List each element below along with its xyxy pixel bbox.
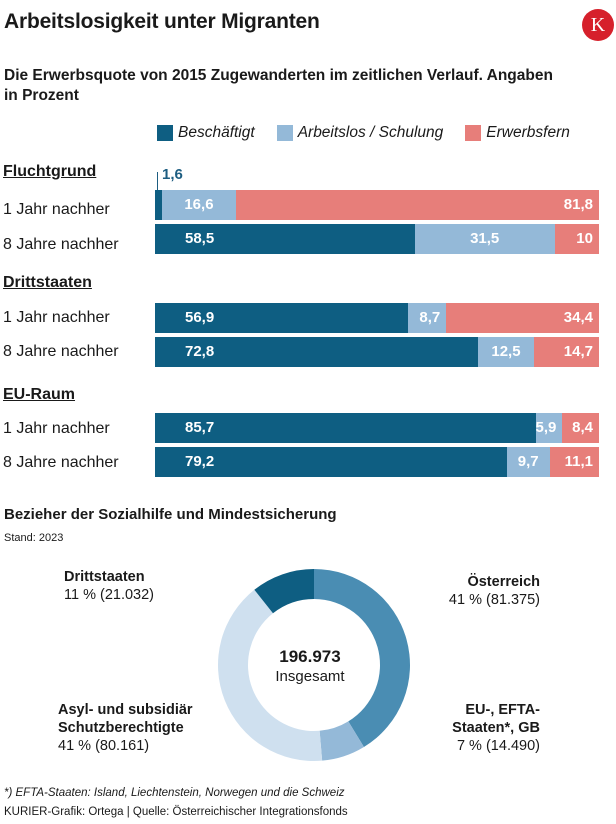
group-heading-drittstaaten: Drittstaaten xyxy=(3,274,92,291)
donut-slice-österreich xyxy=(314,569,410,747)
label-eu-value: 7 % (14.490) xyxy=(456,738,540,754)
bar-value-label: 16,6 xyxy=(184,196,214,213)
bar-eu-raum-1-jahr: 85,7 5,9 8,4 xyxy=(155,413,599,443)
bar-segment-inactive: 34,4 xyxy=(446,303,599,333)
bar-segment-employed: 56,9 xyxy=(155,303,408,333)
bar-segment-unemployed: 5,9 xyxy=(535,413,562,443)
donut-title: Bezieher der Sozialhilfe und Mindestsich… xyxy=(4,506,337,523)
row-label: 1 Jahr nachher xyxy=(3,420,110,437)
callout-line xyxy=(157,172,158,190)
legend-swatch-unemployed xyxy=(276,125,293,141)
bar-segment-employed: 58,5 xyxy=(155,224,415,254)
label-oesterreich-name: Österreich xyxy=(467,574,540,590)
label-eu-efta: EU-, EFTA- Staaten*, GB 7 % (14.490) xyxy=(400,701,540,755)
bar-segment-employed xyxy=(155,190,163,220)
group-heading-fluchtgrund: Fluchtgrund xyxy=(3,163,97,180)
bar-value-label: 31,5 xyxy=(470,230,500,247)
bar-segment-unemployed: 12,5 xyxy=(478,337,534,367)
bar-value-label: 11,1 xyxy=(564,453,593,470)
legend-label-employed: Beschäftigt xyxy=(178,124,255,141)
bar-value-label: 72,8 xyxy=(185,343,215,360)
donut-slices xyxy=(218,569,410,761)
bar-segment-inactive: 11,1 xyxy=(549,447,599,477)
donut-slice-eu-efta-staaten-gb xyxy=(319,721,364,761)
bar-segment-inactive: 10 xyxy=(554,224,599,254)
bar-drittstaaten-8-jahre: 72,8 12,5 14,7 xyxy=(155,337,599,367)
bar-segment-inactive: 81,8 xyxy=(235,190,599,220)
bar-segment-employed: 79,2 xyxy=(155,447,507,477)
legend: Beschäftigt Arbeitslos / Schulung Erwerb… xyxy=(157,124,592,142)
bar-segment-unemployed: 16,6 xyxy=(162,190,236,220)
legend-swatch-employed xyxy=(157,125,173,141)
chart-subtitle: Die Erwerbsquote von 2015 Zugewanderten … xyxy=(4,67,553,104)
bar-value-label: 81,8 xyxy=(563,196,593,213)
label-asyl-name-1: Asyl- und subsidiär xyxy=(58,702,193,718)
row-label: 8 Jahre nachher xyxy=(3,454,119,471)
legend-label-unemployed: Arbeitslos / Schulung xyxy=(297,124,444,141)
donut-chart xyxy=(218,569,410,761)
callout-value-1-6: 1,6 xyxy=(162,166,183,183)
row-label: 8 Jahre nachher xyxy=(3,343,119,360)
bar-value-label: 58,5 xyxy=(185,230,215,247)
bar-fluchtgrund-1-jahr: 16,6 81,8 xyxy=(155,190,599,220)
donut-note: Stand: 2023 xyxy=(4,532,64,544)
chart-title: Arbeitslosigkeit unter Migranten xyxy=(4,10,320,33)
bar-fluchtgrund-8-jahre: 58,5 31,5 10 xyxy=(155,224,599,254)
bar-segment-employed: 85,7 xyxy=(155,413,536,443)
source-line: KURIER-Grafik: Ortega | Quelle: Österrei… xyxy=(4,806,348,818)
bar-value-label: 79,2 xyxy=(185,453,215,470)
bar-value-label: 12,5 xyxy=(491,343,521,360)
bar-segment-unemployed: 9,7 xyxy=(506,447,550,477)
footnote: *) EFTA-Staaten: Island, Liechtenstein, … xyxy=(4,787,345,799)
donut-slice-drittstaaten xyxy=(254,569,314,614)
bar-segment-inactive: 8,4 xyxy=(561,413,599,443)
bar-drittstaaten-1-jahr: 56,9 8,7 34,4 xyxy=(155,303,599,333)
bar-value-label: 34,4 xyxy=(563,309,593,326)
label-drittstaaten: Drittstaaten 11 % (21.032) xyxy=(64,568,154,604)
row-label: 1 Jahr nachher xyxy=(3,309,110,326)
bar-value-label: 8,7 xyxy=(419,309,441,326)
donut-total: 196.973 xyxy=(279,647,341,666)
label-oesterreich: Österreich 41 % (81.375) xyxy=(380,573,540,609)
label-oesterreich-value: 41 % (81.375) xyxy=(448,592,540,608)
label-asyl-name-2: Schutzberechtigte xyxy=(58,720,184,736)
bar-value-label: 8,4 xyxy=(572,419,593,436)
legend-swatch-inactive xyxy=(465,125,482,141)
row-label: 1 Jahr nachher xyxy=(3,201,110,218)
label-drittstaaten-value: 11 % (21.032) xyxy=(64,587,155,603)
bar-value-label: 85,7 xyxy=(185,419,215,436)
legend-item-inactive: Erwerbsfern xyxy=(465,124,570,142)
label-asyl-value: 41 % (80.161) xyxy=(58,738,150,754)
donut-slice-asyl-und-subsidiär-schutzberechtigte xyxy=(218,589,323,761)
label-drittstaaten-name: Drittstaaten xyxy=(64,569,145,585)
bar-value-label: 56,9 xyxy=(185,309,215,326)
bar-segment-inactive: 14,7 xyxy=(533,337,599,367)
label-asyl: Asyl- und subsidiär Schutzberechtigte 41… xyxy=(58,701,193,755)
bar-segment-unemployed: 31,5 xyxy=(414,224,555,254)
bar-value-label: 9,7 xyxy=(517,453,539,470)
bar-eu-raum-8-jahre: 79,2 9,7 11,1 xyxy=(155,447,599,477)
kurier-logo-icon: K xyxy=(582,9,614,41)
bar-segment-unemployed: 8,7 xyxy=(407,303,447,333)
row-label: 8 Jahre nachher xyxy=(3,236,119,253)
donut-total-label: Insgesamt xyxy=(275,668,345,685)
legend-item-unemployed: Arbeitslos / Schulung xyxy=(276,124,444,142)
group-heading-eu-raum: EU-Raum xyxy=(3,386,76,403)
bar-value-label: 5,9 xyxy=(535,419,557,436)
legend-item-employed: Beschäftigt xyxy=(157,124,255,142)
bar-value-label: 10 xyxy=(576,230,593,247)
label-eu-name-2: Staaten*, GB xyxy=(452,720,540,736)
bar-segment-employed: 72,8 xyxy=(155,337,479,367)
legend-label-inactive: Erwerbsfern xyxy=(486,124,570,141)
label-eu-name-1: EU-, EFTA- xyxy=(465,702,540,718)
bar-value-label: 14,7 xyxy=(563,343,593,360)
